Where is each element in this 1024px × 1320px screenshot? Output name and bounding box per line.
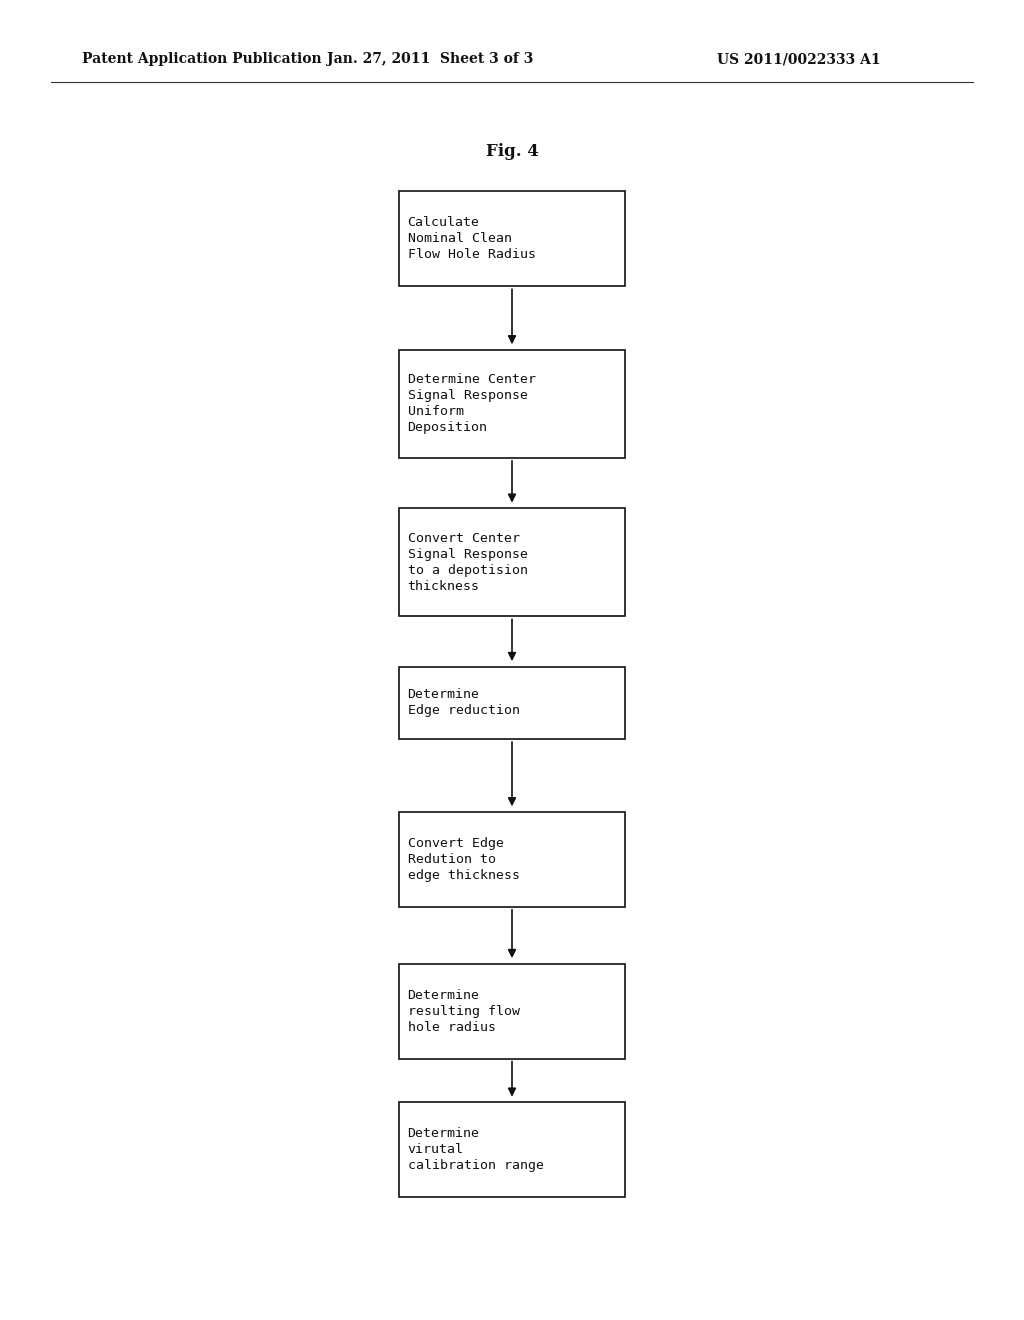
FancyBboxPatch shape xyxy=(399,350,625,458)
Text: Fig. 4: Fig. 4 xyxy=(485,144,539,160)
FancyBboxPatch shape xyxy=(399,964,625,1059)
Text: Convert Edge
Redution to
edge thickness: Convert Edge Redution to edge thickness xyxy=(408,837,519,882)
FancyBboxPatch shape xyxy=(399,191,625,286)
Text: Determine Center
Signal Response
Uniform
Deposition: Determine Center Signal Response Uniform… xyxy=(408,374,536,434)
Text: US 2011/0022333 A1: US 2011/0022333 A1 xyxy=(717,53,881,66)
Text: Convert Center
Signal Response
to a depotision
thickness: Convert Center Signal Response to a depo… xyxy=(408,532,527,593)
Text: Patent Application Publication: Patent Application Publication xyxy=(82,53,322,66)
Text: Determine
virutal
calibration range: Determine virutal calibration range xyxy=(408,1127,544,1172)
Text: Determine
Edge reduction: Determine Edge reduction xyxy=(408,689,519,717)
FancyBboxPatch shape xyxy=(399,667,625,739)
FancyBboxPatch shape xyxy=(399,1102,625,1197)
Text: Jan. 27, 2011  Sheet 3 of 3: Jan. 27, 2011 Sheet 3 of 3 xyxy=(327,53,534,66)
FancyBboxPatch shape xyxy=(399,812,625,907)
Text: Determine
resulting flow
hole radius: Determine resulting flow hole radius xyxy=(408,989,519,1034)
Text: Calculate
Nominal Clean
Flow Hole Radius: Calculate Nominal Clean Flow Hole Radius xyxy=(408,216,536,261)
FancyBboxPatch shape xyxy=(399,508,625,616)
